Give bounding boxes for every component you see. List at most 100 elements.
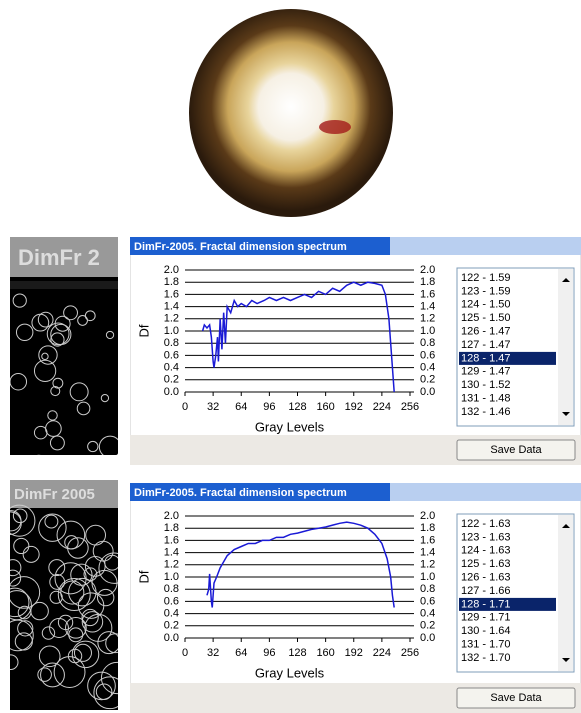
y-tick-label: 0.0 [164, 632, 179, 644]
y-tick-label: 1.0 [164, 571, 179, 583]
y2-tick-label: 1.0 [420, 571, 435, 583]
x-tick-label: 64 [235, 647, 247, 659]
y-tick-label: 0.2 [164, 620, 179, 632]
y-tick-label: 2.0 [164, 264, 179, 276]
window-title: DimFr-2005. Fractal dimension spectrum [134, 487, 347, 499]
x-tick-label: 96 [263, 647, 275, 659]
x-tick-label: 192 [345, 401, 363, 413]
y2-tick-label: 0.6 [420, 349, 435, 361]
x-tick-label: 32 [207, 647, 219, 659]
specimen-photo [185, 5, 397, 223]
y2-tick-label: 2.0 [420, 510, 435, 522]
list-item[interactable]: 130 - 1.64 [461, 625, 511, 637]
list-item[interactable]: 124 - 1.63 [461, 545, 511, 557]
list-item[interactable]: 123 - 1.63 [461, 531, 511, 543]
list-item[interactable]: 129 - 1.47 [461, 366, 511, 378]
list-item[interactable]: 131 - 1.48 [461, 393, 511, 405]
x-tick-label: 224 [373, 401, 391, 413]
y-axis-label: Df [136, 324, 151, 337]
x-tick-label: 64 [235, 401, 247, 413]
list-item[interactable]: 132 - 1.70 [461, 652, 511, 664]
y-tick-label: 0.6 [164, 349, 179, 361]
title-bar-fade [390, 483, 581, 501]
x-tick-label: 256 [401, 401, 419, 413]
y-tick-label: 2.0 [164, 510, 179, 522]
y2-tick-label: 0.4 [420, 362, 435, 374]
scrollbar [558, 515, 573, 671]
y-tick-label: 0.8 [164, 583, 179, 595]
x-tick-label: 160 [316, 647, 334, 659]
list-item[interactable]: 132 - 1.46 [461, 406, 511, 418]
side-panel: DimFr 2005 [10, 480, 118, 710]
y2-tick-label: 1.8 [420, 276, 435, 288]
x-tick-label: 192 [345, 647, 363, 659]
list-item[interactable]: 127 - 1.66 [461, 585, 511, 597]
window: DimFr-2005. Fractal dimension spectrum 0.… [130, 237, 581, 465]
x-tick-label: 128 [288, 401, 306, 413]
list-item[interactable]: 130 - 1.52 [461, 379, 511, 391]
list-item[interactable]: 127 - 1.47 [461, 339, 511, 351]
list-item[interactable]: 128 - 1.71 [461, 598, 511, 610]
x-tick-label: 0 [182, 647, 188, 659]
y-tick-label: 0.6 [164, 595, 179, 607]
y2-tick-label: 1.4 [420, 547, 435, 559]
y-tick-label: 1.8 [164, 276, 179, 288]
x-tick-label: 224 [373, 647, 391, 659]
y-tick-label: 1.4 [164, 547, 179, 559]
scrollbar [558, 269, 573, 425]
x-axis-label: Gray Levels [255, 665, 325, 680]
side-label: DimFr 2005 [14, 486, 95, 503]
list-item[interactable]: 123 - 1.59 [461, 285, 511, 297]
x-axis-label: Gray Levels [255, 419, 325, 434]
x-tick-label: 128 [288, 647, 306, 659]
y2-tick-label: 0.8 [420, 337, 435, 349]
list-item[interactable]: 128 - 1.47 [461, 352, 511, 364]
save-button-label[interactable]: Save Data [490, 444, 542, 456]
list-item[interactable]: 122 - 1.63 [461, 518, 511, 530]
y2-tick-label: 0.0 [420, 632, 435, 644]
y2-tick-label: 0.0 [420, 386, 435, 398]
y-axis-label: Df [136, 570, 151, 583]
y-tick-label: 0.4 [164, 362, 179, 374]
y-tick-label: 1.6 [164, 288, 179, 300]
y2-tick-label: 0.8 [420, 583, 435, 595]
x-tick-label: 0 [182, 401, 188, 413]
y2-tick-label: 1.2 [420, 559, 435, 571]
y2-tick-label: 1.4 [420, 301, 435, 313]
window-title: DimFr-2005. Fractal dimension spectrum [134, 241, 347, 253]
y-tick-label: 0.4 [164, 608, 179, 620]
list-item[interactable]: 126 - 1.63 [461, 572, 511, 584]
side-panel: DimFr 2 [10, 237, 118, 455]
x-tick-label: 32 [207, 401, 219, 413]
x-tick-label: 96 [263, 401, 275, 413]
x-tick-label: 256 [401, 647, 419, 659]
list-item[interactable]: 125 - 1.50 [461, 312, 511, 324]
y-tick-label: 1.6 [164, 534, 179, 546]
list-item[interactable]: 122 - 1.59 [461, 272, 511, 284]
list-item[interactable]: 129 - 1.71 [461, 612, 511, 624]
y-tick-label: 0.8 [164, 337, 179, 349]
y2-tick-label: 0.4 [420, 608, 435, 620]
y2-tick-label: 1.6 [420, 288, 435, 300]
y-tick-label: 1.8 [164, 522, 179, 534]
title-bar-fade [390, 237, 581, 255]
y-tick-label: 1.0 [164, 325, 179, 337]
y2-tick-label: 0.2 [420, 620, 435, 632]
y-tick-label: 0.2 [164, 374, 179, 386]
y2-tick-label: 0.2 [420, 374, 435, 386]
y2-tick-label: 2.0 [420, 264, 435, 276]
list-item[interactable]: 124 - 1.50 [461, 299, 511, 311]
list-item[interactable]: 131 - 1.70 [461, 639, 511, 651]
y2-tick-label: 0.6 [420, 595, 435, 607]
window: DimFr-2005. Fractal dimension spectrum 0.… [130, 483, 581, 713]
y-tick-label: 1.2 [164, 559, 179, 571]
list-item[interactable]: 126 - 1.47 [461, 326, 511, 338]
y-tick-label: 0.0 [164, 386, 179, 398]
y-tick-label: 1.4 [164, 301, 179, 313]
y2-tick-label: 1.2 [420, 313, 435, 325]
x-tick-label: 160 [316, 401, 334, 413]
side-label: DimFr 2 [18, 245, 100, 270]
y2-tick-label: 1.6 [420, 534, 435, 546]
list-item[interactable]: 125 - 1.63 [461, 558, 511, 570]
save-button-label[interactable]: Save Data [490, 692, 542, 704]
